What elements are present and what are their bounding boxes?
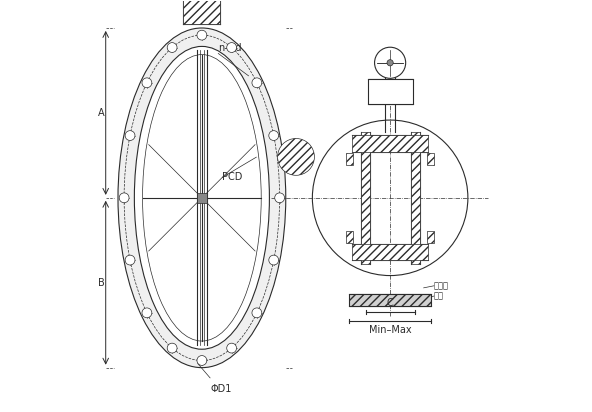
Text: 橡胶条: 橡胶条 xyxy=(434,281,449,290)
Bar xyxy=(368,79,413,104)
Ellipse shape xyxy=(118,28,286,368)
Text: Min–Max: Min–Max xyxy=(369,325,411,335)
Bar xyxy=(411,132,420,264)
Bar xyxy=(427,153,434,165)
Bar xyxy=(352,244,428,260)
Bar xyxy=(361,132,369,264)
Text: A: A xyxy=(98,108,105,118)
Circle shape xyxy=(197,30,207,40)
Circle shape xyxy=(167,42,177,52)
Circle shape xyxy=(278,138,314,176)
Circle shape xyxy=(125,131,135,140)
Circle shape xyxy=(252,78,262,88)
Bar xyxy=(346,153,353,165)
Ellipse shape xyxy=(134,47,269,349)
Circle shape xyxy=(387,60,393,66)
Circle shape xyxy=(142,308,152,318)
Bar xyxy=(427,231,434,243)
Text: n-Φd: n-Φd xyxy=(218,43,242,54)
Circle shape xyxy=(375,47,406,78)
Bar xyxy=(184,0,220,24)
Bar xyxy=(349,294,431,306)
Circle shape xyxy=(275,193,285,203)
Circle shape xyxy=(119,193,129,203)
Circle shape xyxy=(167,343,177,353)
Circle shape xyxy=(269,255,279,265)
Circle shape xyxy=(142,78,152,88)
Text: ΦD1: ΦD1 xyxy=(210,384,231,394)
Text: 压板: 压板 xyxy=(434,292,444,300)
Text: B: B xyxy=(98,278,105,288)
Text: VII: VII xyxy=(298,154,308,164)
Circle shape xyxy=(227,343,237,353)
Ellipse shape xyxy=(143,54,261,341)
Bar xyxy=(346,231,353,243)
Bar xyxy=(197,193,207,203)
Circle shape xyxy=(125,255,135,265)
Text: PCD: PCD xyxy=(223,172,243,183)
Bar xyxy=(352,135,428,152)
Circle shape xyxy=(197,356,207,365)
Text: C: C xyxy=(387,298,394,308)
Circle shape xyxy=(252,308,262,318)
Circle shape xyxy=(227,42,237,52)
Circle shape xyxy=(269,131,279,140)
